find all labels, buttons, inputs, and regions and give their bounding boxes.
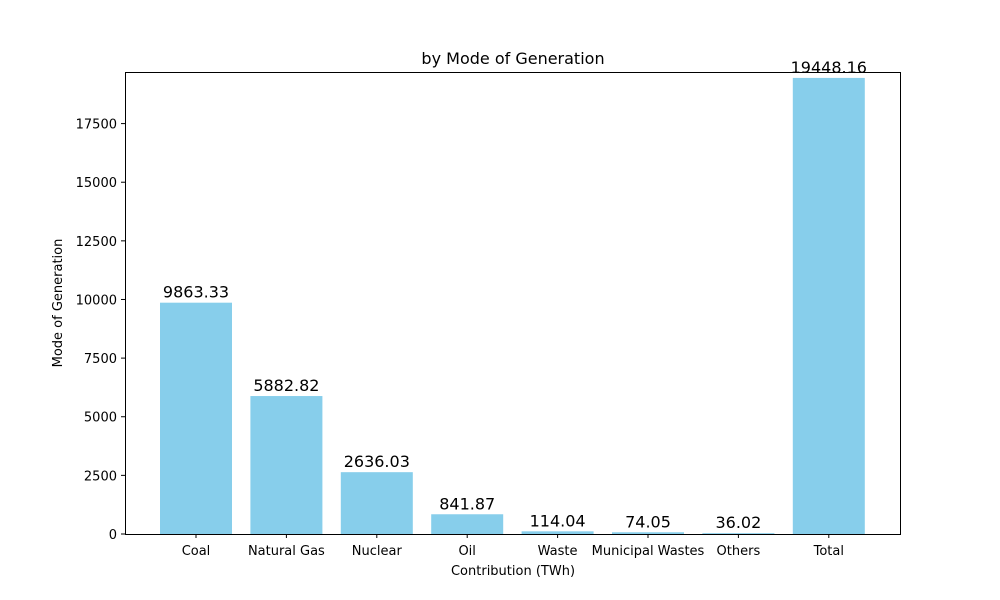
x-axis-label: Contribution (TWh) xyxy=(451,564,575,579)
data-label: 2636.03 xyxy=(344,452,410,471)
bars-layer xyxy=(160,77,865,534)
bar-natural-gas xyxy=(250,396,323,534)
bar-municipal-wastes xyxy=(612,532,684,534)
chart-title: by Mode of Generation xyxy=(421,49,604,68)
y-tick-label: 17500 xyxy=(76,118,117,133)
y-axis-label: Mode of Generation xyxy=(51,239,66,368)
data-label: 114.04 xyxy=(530,511,586,530)
x-tick-label: Municipal Wastes xyxy=(592,544,705,559)
data-label: 9863.33 xyxy=(163,283,229,302)
x-tick-label: Waste xyxy=(538,544,578,559)
bar-others xyxy=(702,533,775,534)
plot-area-frame xyxy=(125,72,901,535)
x-axis-ticks: Coal Natural Gas Nuclear Oil Waste Municipal … xyxy=(182,534,844,559)
data-label: 36.02 xyxy=(715,513,761,532)
y-tick-label: 0 xyxy=(109,528,117,543)
bar-waste xyxy=(521,531,594,534)
x-tick-label: Oil xyxy=(458,544,475,559)
x-tick-label: Others xyxy=(717,544,761,559)
y-tick-label: 15000 xyxy=(76,176,117,191)
y-tick-label: 10000 xyxy=(76,293,117,308)
y-tick-label: 5000 xyxy=(84,411,117,426)
bar-total xyxy=(792,77,865,534)
data-label: 19448.16 xyxy=(791,58,867,77)
y-tick-label: 7500 xyxy=(84,352,117,367)
bar-coal xyxy=(160,302,232,534)
x-tick-label: Coal xyxy=(182,544,211,559)
y-axis-ticks: 0 2500 5000 7500 10000 12500 15000 17500 xyxy=(76,118,125,543)
bar-nuclear xyxy=(340,472,413,534)
y-tick-label: 2500 xyxy=(84,469,117,484)
x-tick-label: Natural Gas xyxy=(248,544,325,559)
y-tick-label: 12500 xyxy=(76,235,117,250)
data-label: 5882.82 xyxy=(253,376,319,395)
data-label: 841.87 xyxy=(439,494,495,513)
data-label: 74.05 xyxy=(625,512,671,531)
x-tick-label: Nuclear xyxy=(352,544,403,559)
bar-oil xyxy=(431,514,504,534)
x-tick-label: Total xyxy=(813,544,844,559)
